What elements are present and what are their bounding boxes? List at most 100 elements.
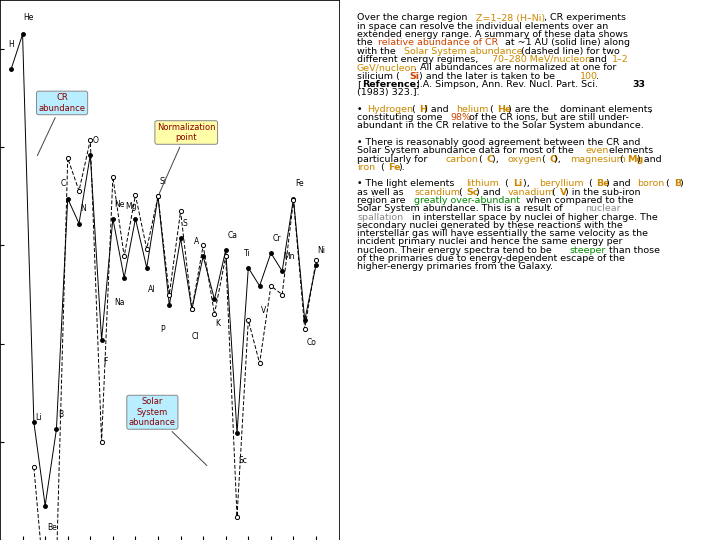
Text: P: P bbox=[161, 326, 165, 334]
Text: higher-energy primaries from the Galaxy.: higher-energy primaries from the Galaxy. bbox=[357, 262, 553, 272]
Text: GeV/nucleon: GeV/nucleon bbox=[357, 63, 418, 72]
Text: lithium: lithium bbox=[466, 179, 499, 188]
Text: (: ( bbox=[539, 154, 546, 164]
Text: He: He bbox=[498, 105, 512, 114]
Text: He: He bbox=[24, 12, 34, 22]
Text: steeper: steeper bbox=[570, 246, 606, 255]
Text: in space can resolve the individual elements over an: in space can resolve the individual elem… bbox=[357, 22, 608, 31]
Text: incident primary nuclei and hence the same energy per: incident primary nuclei and hence the sa… bbox=[357, 238, 623, 246]
Text: H: H bbox=[8, 39, 14, 49]
Text: J.A. Simpson, Ann. Rev. Nucl. Part. Sci.: J.A. Simpson, Ann. Rev. Nucl. Part. Sci. bbox=[414, 80, 601, 89]
Text: even: even bbox=[585, 146, 609, 155]
Text: vanadium: vanadium bbox=[508, 188, 555, 197]
Text: Sc: Sc bbox=[466, 188, 478, 197]
Text: • There is reasonably good agreement between the CR and: • There is reasonably good agreement bet… bbox=[357, 138, 640, 147]
Text: ): ) bbox=[679, 179, 683, 188]
Text: • The light elements: • The light elements bbox=[357, 179, 457, 188]
Text: Over the charge region: Over the charge region bbox=[357, 14, 470, 23]
Text: 70–280 MeV/nucleon: 70–280 MeV/nucleon bbox=[492, 55, 591, 64]
Text: S: S bbox=[182, 219, 187, 228]
Text: Solar System abundance data for most of the: Solar System abundance data for most of … bbox=[357, 146, 577, 155]
Text: Na: Na bbox=[114, 298, 125, 307]
Text: Li: Li bbox=[35, 413, 42, 422]
Text: different energy regimes,: different energy regimes, bbox=[357, 55, 481, 64]
Text: of the CR ions, but are still under-: of the CR ions, but are still under- bbox=[466, 113, 629, 122]
Text: nuclear: nuclear bbox=[585, 204, 621, 213]
Text: secondary nuclei generated by these reactions with the: secondary nuclei generated by these reac… bbox=[357, 221, 623, 230]
Text: carbon: carbon bbox=[445, 154, 478, 164]
Text: elements: elements bbox=[606, 146, 654, 155]
Text: F: F bbox=[103, 357, 108, 366]
Text: with the: with the bbox=[357, 46, 399, 56]
Text: ) are the: ) are the bbox=[508, 105, 552, 114]
Text: dominant elements: dominant elements bbox=[559, 105, 652, 114]
Text: V: V bbox=[261, 306, 266, 315]
Text: Co: Co bbox=[307, 338, 316, 347]
Text: (: ( bbox=[549, 188, 556, 197]
Text: . All abundances are normalized at one for: . All abundances are normalized at one f… bbox=[414, 63, 616, 72]
Text: constituting some: constituting some bbox=[357, 113, 446, 122]
Text: oxygen: oxygen bbox=[508, 154, 542, 164]
Text: abundant in the CR relative to the Solar System abundance.: abundant in the CR relative to the Solar… bbox=[357, 122, 644, 130]
Text: Z=1–28 (H–Ni): Z=1–28 (H–Ni) bbox=[477, 14, 546, 23]
Text: C: C bbox=[487, 154, 494, 164]
Text: •: • bbox=[357, 105, 366, 114]
Text: Ni: Ni bbox=[318, 246, 325, 255]
Text: 100: 100 bbox=[580, 72, 598, 80]
Text: Al: Al bbox=[148, 286, 156, 294]
Text: (dashed line) for two: (dashed line) for two bbox=[518, 46, 620, 56]
Text: beryllium: beryllium bbox=[539, 179, 583, 188]
Text: Cr: Cr bbox=[273, 234, 281, 243]
Text: H: H bbox=[419, 105, 427, 114]
Text: CR
abundance: CR abundance bbox=[37, 93, 86, 156]
Text: greatly over-abundant: greatly over-abundant bbox=[414, 196, 520, 205]
Text: of the primaries due to energy-dependent escape of the: of the primaries due to energy-dependent… bbox=[357, 254, 625, 263]
Text: Ti: Ti bbox=[244, 248, 251, 258]
Text: in interstellar space by nuclei of higher charge. The: in interstellar space by nuclei of highe… bbox=[409, 213, 657, 221]
Text: ).: ). bbox=[399, 163, 405, 172]
Text: (: ( bbox=[378, 163, 384, 172]
Text: O: O bbox=[549, 154, 557, 164]
Text: and: and bbox=[585, 55, 609, 64]
Text: [: [ bbox=[357, 80, 361, 89]
Text: Ca: Ca bbox=[228, 231, 238, 240]
Text: C: C bbox=[61, 179, 66, 188]
Text: Solar System abundance: Solar System abundance bbox=[404, 46, 522, 56]
Text: (: ( bbox=[585, 179, 593, 188]
Text: (: ( bbox=[617, 154, 624, 164]
Text: ),: ), bbox=[554, 154, 564, 164]
Text: (: ( bbox=[663, 179, 670, 188]
Text: A: A bbox=[194, 237, 199, 246]
Text: Be: Be bbox=[47, 523, 57, 532]
Text: nucleon. Their energy spectra tend to be: nucleon. Their energy spectra tend to be bbox=[357, 246, 554, 255]
Text: 98%: 98% bbox=[451, 113, 472, 122]
Text: when compared to the: when compared to the bbox=[523, 196, 634, 205]
Text: (: ( bbox=[487, 105, 494, 114]
Text: Hydrogen: Hydrogen bbox=[367, 105, 413, 114]
Text: (: ( bbox=[503, 179, 509, 188]
Text: at ~1 AU (solid line) along: at ~1 AU (solid line) along bbox=[503, 38, 631, 48]
Text: ,: , bbox=[648, 105, 651, 114]
Text: O: O bbox=[93, 136, 99, 145]
Text: ),: ), bbox=[492, 154, 502, 164]
Text: (: ( bbox=[456, 188, 462, 197]
Text: ) and: ) and bbox=[425, 105, 452, 114]
Text: Mg: Mg bbox=[627, 154, 644, 164]
Text: .: . bbox=[596, 72, 599, 80]
Text: ),: ), bbox=[523, 179, 533, 188]
Text: than those: than those bbox=[606, 246, 660, 255]
Text: Si: Si bbox=[409, 72, 419, 80]
Text: Solar System abundance. This is a result of: Solar System abundance. This is a result… bbox=[357, 204, 566, 213]
Text: Mg: Mg bbox=[125, 202, 137, 211]
Text: ) and: ) and bbox=[477, 188, 504, 197]
Text: spallation: spallation bbox=[357, 213, 403, 221]
Text: 1–2: 1–2 bbox=[611, 55, 629, 64]
Text: Sc: Sc bbox=[239, 456, 248, 465]
Text: particularly for: particularly for bbox=[357, 154, 431, 164]
Text: Fe: Fe bbox=[295, 179, 304, 188]
Text: boron: boron bbox=[637, 179, 665, 188]
Text: helium: helium bbox=[456, 105, 488, 114]
Text: iron: iron bbox=[357, 163, 375, 172]
Text: Fe: Fe bbox=[388, 163, 400, 172]
Text: extended energy range. A summary of these data shows: extended energy range. A summary of thes… bbox=[357, 30, 628, 39]
